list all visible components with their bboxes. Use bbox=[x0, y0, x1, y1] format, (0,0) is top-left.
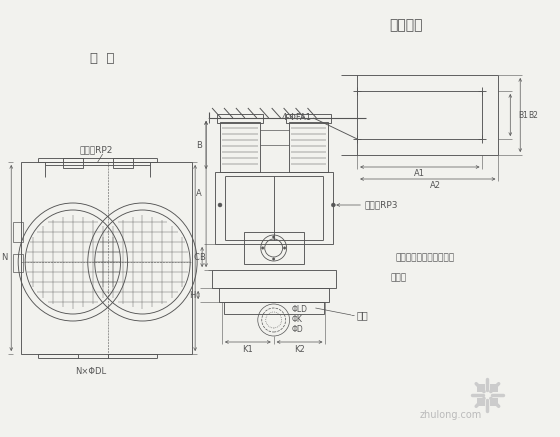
Text: N: N bbox=[1, 253, 7, 263]
Text: 排气口RP3: 排气口RP3 bbox=[364, 201, 398, 209]
Bar bbox=[63, 158, 83, 168]
Text: B: B bbox=[199, 253, 205, 263]
Circle shape bbox=[262, 247, 264, 249]
Bar bbox=[215, 172, 333, 244]
Bar bbox=[113, 158, 133, 168]
Bar bbox=[21, 162, 192, 354]
Bar bbox=[13, 254, 23, 272]
Bar bbox=[286, 114, 332, 123]
Text: K2: K2 bbox=[294, 346, 305, 354]
Text: ΦK: ΦK bbox=[292, 316, 302, 325]
Text: ΦLD: ΦLD bbox=[292, 305, 307, 315]
Text: A1: A1 bbox=[414, 169, 426, 177]
Bar bbox=[490, 384, 498, 392]
Bar bbox=[490, 398, 498, 406]
Text: 底板: 底板 bbox=[356, 310, 368, 320]
Text: C: C bbox=[193, 253, 199, 261]
Text: zhulong.com: zhulong.com bbox=[419, 410, 482, 420]
Bar bbox=[477, 398, 484, 406]
Bar bbox=[224, 302, 324, 314]
Bar bbox=[219, 288, 329, 302]
Circle shape bbox=[273, 236, 275, 238]
Circle shape bbox=[218, 203, 222, 207]
Text: 测压口RP2: 测压口RP2 bbox=[79, 146, 113, 155]
Bar bbox=[244, 232, 304, 264]
Text: 4-ΦFA1: 4-ΦFA1 bbox=[282, 114, 311, 122]
Bar bbox=[477, 384, 484, 392]
Text: 隔振垫: 隔振垫 bbox=[391, 274, 407, 282]
Text: H: H bbox=[189, 291, 195, 299]
Text: B: B bbox=[196, 141, 202, 149]
Circle shape bbox=[273, 258, 275, 260]
Text: A: A bbox=[197, 190, 202, 198]
Text: B1: B1 bbox=[518, 111, 528, 119]
Circle shape bbox=[283, 247, 286, 249]
Bar bbox=[220, 122, 260, 172]
Text: 型  号: 型 号 bbox=[91, 52, 115, 65]
Bar bbox=[217, 114, 263, 123]
Text: K1: K1 bbox=[242, 346, 253, 354]
Circle shape bbox=[332, 203, 335, 207]
Text: B2: B2 bbox=[528, 111, 538, 119]
Bar bbox=[13, 222, 23, 242]
Text: 底板尺寸: 底板尺寸 bbox=[389, 18, 423, 32]
Text: ΦD: ΦD bbox=[292, 326, 304, 334]
Bar bbox=[288, 122, 328, 172]
Bar bbox=[212, 270, 337, 288]
Text: N×ΦDL: N×ΦDL bbox=[75, 368, 106, 377]
Text: 隔振垫（隔振器）规格：: 隔振垫（隔振器）规格： bbox=[396, 253, 455, 263]
Text: A2: A2 bbox=[430, 180, 441, 190]
